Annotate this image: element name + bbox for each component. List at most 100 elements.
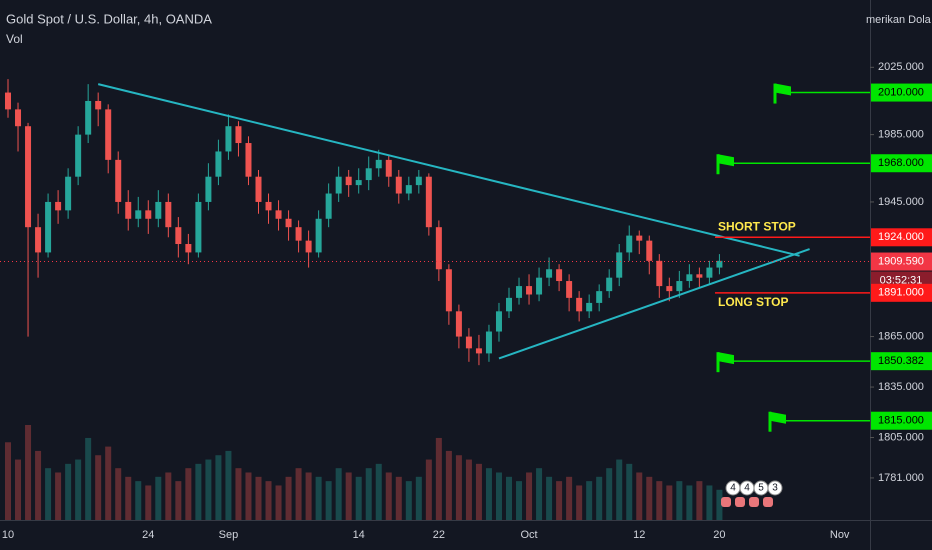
- event-badge-marker: [735, 497, 745, 507]
- volume-bar: [596, 476, 603, 520]
- volume-bar: [335, 468, 342, 520]
- volume-bar: [465, 459, 472, 520]
- x-tick-label: Nov: [830, 529, 850, 541]
- volume-bar: [295, 468, 302, 520]
- candle-body: [556, 269, 563, 282]
- candle-body: [475, 348, 482, 354]
- volume-bar: [115, 468, 122, 520]
- volume-bar: [265, 481, 272, 520]
- event-badge-label: 3: [772, 483, 778, 494]
- candle-body: [55, 201, 62, 211]
- volume-bar: [586, 481, 593, 520]
- volume-bar: [225, 450, 232, 520]
- price-label: 1909.590: [878, 255, 924, 267]
- candle-body: [285, 218, 292, 228]
- x-tick-label: 22: [433, 529, 445, 541]
- volume-bar: [666, 485, 673, 520]
- candle-body: [636, 235, 643, 241]
- volume-bar: [526, 472, 533, 520]
- volume-bar: [145, 485, 152, 520]
- volume-bar: [245, 472, 252, 520]
- candle-body: [546, 269, 553, 278]
- volume-bar: [616, 459, 623, 520]
- volume-bar: [45, 468, 52, 520]
- volume-bar: [95, 455, 102, 520]
- volume-bar: [355, 476, 362, 520]
- trendline: [97, 83, 800, 257]
- volume-bar: [686, 485, 693, 520]
- candle-body: [566, 281, 573, 298]
- volume-bar: [375, 463, 382, 520]
- candle-body: [626, 235, 633, 253]
- candle-body: [716, 260, 723, 268]
- candle-body: [425, 176, 432, 228]
- candle-body: [135, 210, 142, 219]
- candle-body: [295, 227, 302, 241]
- candle-body: [385, 159, 392, 177]
- volume-bar: [25, 425, 32, 520]
- volume-bar: [195, 463, 202, 520]
- volume-bar: [636, 472, 643, 520]
- candle-body: [656, 260, 663, 287]
- candle-body: [65, 176, 72, 211]
- volume-bar: [546, 476, 553, 520]
- price-label-box: [871, 283, 932, 302]
- x-tick-label: 12: [633, 529, 645, 541]
- y-tick-label: 1865.000: [878, 330, 924, 342]
- candle-body: [305, 240, 312, 253]
- volume-bar: [445, 450, 452, 520]
- volume-label: Vol: [6, 32, 23, 46]
- volume-bar: [275, 485, 282, 520]
- volume-bar: [255, 476, 262, 520]
- volume-bar: [65, 463, 72, 520]
- candle-body: [185, 244, 192, 253]
- candle-body: [245, 143, 252, 177]
- volume-bar: [215, 455, 222, 520]
- volume-bar: [405, 481, 412, 520]
- volume-bar: [35, 450, 42, 520]
- volume-bar: [325, 481, 332, 520]
- candle-body: [195, 201, 202, 253]
- y-tick-label: 1805.000: [878, 431, 924, 443]
- candle-body: [235, 126, 242, 144]
- candle-body: [405, 185, 412, 194]
- annotation: SHORT STOP: [718, 219, 796, 233]
- candle-body: [485, 331, 492, 354]
- candle-body: [35, 227, 42, 253]
- volume-bar: [716, 489, 723, 520]
- volume-bar: [305, 472, 312, 520]
- price-label-box: [871, 154, 932, 173]
- event-badge-marker: [749, 497, 759, 507]
- event-badge-label: 5: [758, 483, 764, 494]
- candle-body: [325, 193, 332, 219]
- volume-bar: [385, 472, 392, 520]
- volume-bar: [656, 481, 663, 520]
- candle-body: [495, 311, 502, 332]
- volume-bar: [105, 446, 112, 520]
- candle-body: [25, 126, 32, 228]
- candle-body: [506, 297, 512, 312]
- volume-bar: [626, 463, 633, 520]
- candle-body: [145, 210, 152, 219]
- candle-body: [15, 109, 22, 127]
- candle-body: [315, 218, 322, 253]
- event-badge-marker: [721, 497, 731, 507]
- annotation: LONG STOP: [718, 295, 788, 309]
- volume-bar: [345, 472, 352, 520]
- volume-bar: [5, 442, 11, 520]
- candle-body: [696, 274, 703, 278]
- candle-body: [616, 252, 623, 278]
- volume-bar: [676, 481, 683, 520]
- volume-bar: [576, 485, 583, 520]
- volume-bar: [235, 468, 242, 520]
- plot: [0, 79, 870, 520]
- volume-bar: [55, 472, 62, 520]
- volume-bar: [175, 481, 182, 520]
- chart-title: Gold Spot / U.S. Dollar, 4h, OANDA: [6, 11, 212, 26]
- price-label: 2010.000: [878, 86, 924, 98]
- candle-body: [125, 201, 132, 219]
- event-badge: [767, 480, 783, 496]
- price-label-box: [871, 83, 932, 102]
- countdown: 03:52:31: [880, 274, 923, 286]
